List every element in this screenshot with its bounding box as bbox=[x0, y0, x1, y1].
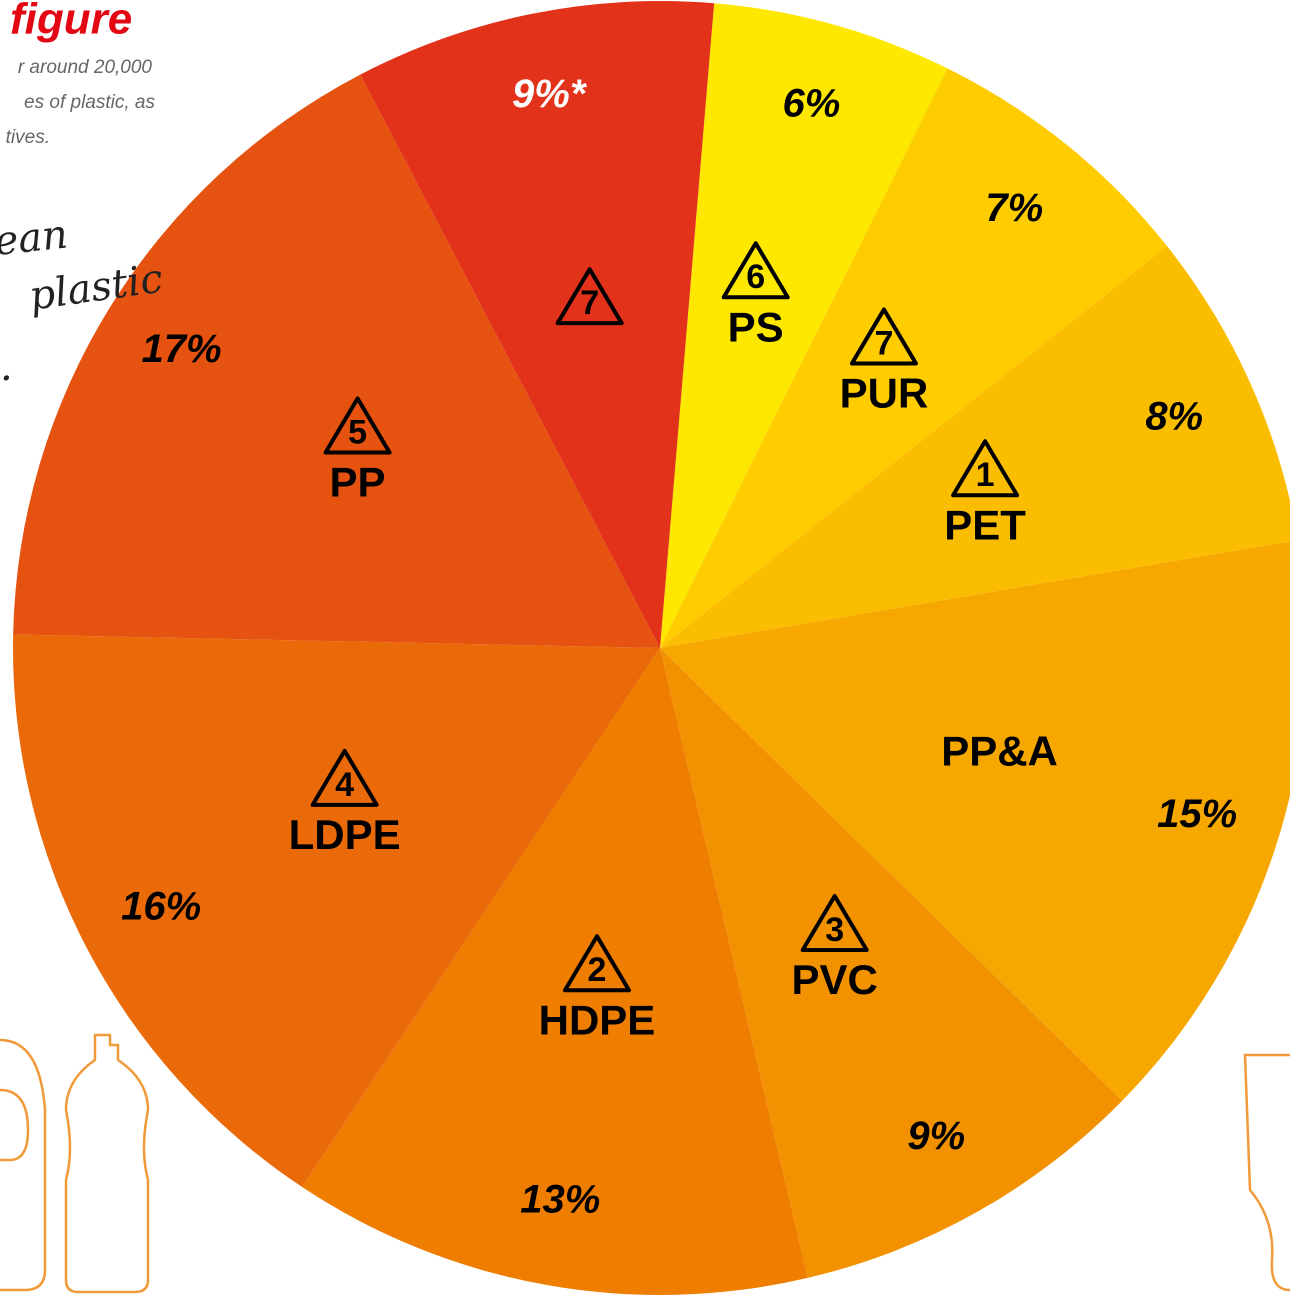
value-label: 13% bbox=[520, 1178, 600, 1222]
category-label: PS bbox=[728, 303, 784, 350]
resin-code: 7 bbox=[874, 324, 893, 362]
pie-slice bbox=[660, 3, 948, 649]
category-label: HDPE bbox=[539, 996, 656, 1043]
resin-code: 4 bbox=[335, 766, 354, 804]
value-label: 6% bbox=[782, 81, 840, 125]
category-label: PUR bbox=[840, 370, 929, 417]
subtitle: es of plastic, as bbox=[24, 92, 155, 113]
pie-slice bbox=[13, 74, 660, 648]
value-label: 8% bbox=[1145, 395, 1203, 439]
resin-code: 1 bbox=[976, 456, 995, 494]
category-label: PET bbox=[944, 501, 1026, 548]
resin-code: 5 bbox=[348, 413, 367, 451]
recycling-triangle bbox=[951, 439, 1020, 498]
subtitle: tives. bbox=[6, 127, 50, 148]
resin-code: 3 bbox=[825, 911, 844, 949]
resin-code: 7 bbox=[580, 284, 599, 322]
bottle-outline bbox=[64, 1033, 150, 1294]
pie-slice bbox=[13, 634, 660, 1187]
value-label: 9% bbox=[907, 1114, 965, 1158]
recycling-triangle bbox=[310, 748, 379, 807]
value-label: 9%* bbox=[512, 72, 588, 116]
cup-outline bbox=[1243, 1053, 1290, 1292]
category-label: PVC bbox=[792, 956, 878, 1003]
recycling-triangle bbox=[562, 934, 631, 993]
recycling-triangle bbox=[555, 267, 624, 326]
recycling-triangle bbox=[800, 894, 869, 953]
pie-slice bbox=[660, 246, 1290, 648]
value-label: 16% bbox=[121, 884, 201, 928]
category-label: PP bbox=[330, 459, 386, 506]
pie-slice bbox=[660, 541, 1290, 1101]
handwriting: ean bbox=[0, 211, 70, 264]
recycling-triangle bbox=[849, 307, 918, 366]
resin-code: 2 bbox=[588, 951, 607, 989]
value-label: 17% bbox=[142, 327, 222, 371]
recycling-triangle bbox=[323, 396, 392, 455]
handwriting: . bbox=[0, 344, 13, 390]
pie-slice bbox=[660, 648, 1123, 1278]
pie-slice bbox=[301, 648, 808, 1295]
category-label: LDPE bbox=[289, 811, 401, 858]
pie-slice bbox=[360, 0, 715, 648]
resin-code: 6 bbox=[746, 258, 765, 296]
bottle-outline bbox=[0, 1038, 47, 1292]
value-label: 7% bbox=[985, 186, 1043, 230]
category-label: PP&A bbox=[941, 728, 1058, 775]
recycling-triangle bbox=[721, 241, 790, 300]
subtitle: r around 20,000 bbox=[18, 57, 153, 78]
chart-title: figure bbox=[10, 0, 132, 44]
value-label: 15% bbox=[1157, 792, 1237, 836]
